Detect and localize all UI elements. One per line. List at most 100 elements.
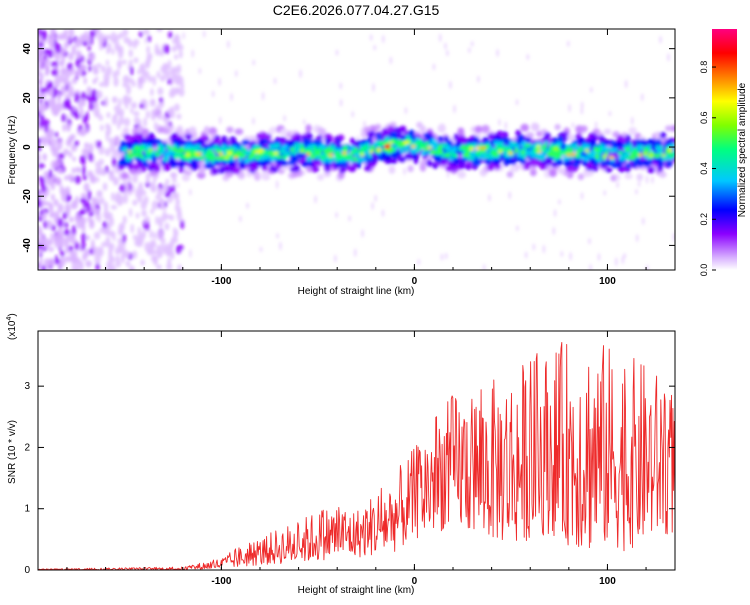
heatmap-cell (79, 197, 86, 204)
heatmap-cell (388, 165, 396, 174)
heatmap-cell (403, 141, 408, 145)
heatmap-cell (424, 147, 429, 152)
heatmap-cell (79, 260, 84, 270)
spectrogram-y-ticks: -40 -20 0 20 40 (22, 43, 675, 253)
heatmap-cell (67, 63, 72, 71)
heatmap-cell (654, 153, 660, 159)
heatmap-cell (610, 174, 617, 182)
heatmap-cell (171, 133, 177, 140)
heatmap-cell (148, 148, 154, 152)
heatmap-cell (477, 75, 480, 83)
heatmap-cell (200, 134, 208, 141)
heatmap-cell (111, 264, 116, 270)
heatmap-cell (628, 127, 637, 136)
heatmap-cell (209, 142, 215, 148)
heatmap-cell (445, 252, 448, 260)
heatmap-cell (43, 137, 48, 144)
heatmap-cell (383, 139, 390, 145)
heatmap-cell (95, 262, 100, 270)
heatmap-cell (98, 81, 105, 88)
heatmap-cell (439, 33, 442, 43)
heatmap-cell (119, 222, 126, 231)
heatmap-cell (446, 145, 452, 151)
heatmap-cell (57, 217, 63, 228)
heatmap-cell (53, 234, 59, 244)
heatmap-cell (99, 124, 104, 132)
heatmap-cell (221, 135, 228, 142)
heatmap-cell (50, 193, 55, 201)
heatmap-cell (170, 68, 173, 76)
heatmap-cell (219, 116, 222, 125)
heatmap-cell (316, 173, 325, 181)
heatmap-cell (81, 98, 86, 107)
heatmap-cell (396, 139, 401, 144)
heatmap-cell (664, 125, 673, 132)
heatmap-cell (659, 35, 662, 44)
y-tick-label: 0 (22, 144, 33, 150)
heatmap-cell (482, 264, 486, 270)
heatmap-cell (399, 125, 407, 134)
heatmap-cell (258, 138, 266, 146)
heatmap-cell (324, 152, 330, 157)
heatmap-cell (51, 97, 56, 108)
heatmap-cell (93, 231, 101, 240)
heatmap-cell (230, 151, 237, 157)
heatmap-cell (515, 99, 519, 106)
heatmap-cell (399, 142, 404, 148)
heatmap-cell (562, 156, 570, 161)
spectrogram-y-label: Frequency (Hz) (7, 116, 18, 185)
heatmap-cell (276, 233, 279, 239)
heatmap-cell (127, 40, 134, 48)
heatmap-cell (39, 114, 45, 122)
heatmap-cell (128, 207, 133, 217)
heatmap-cell (658, 171, 667, 178)
heatmap-cell (43, 238, 51, 249)
heatmap-cell (64, 69, 71, 80)
heatmap-cell (276, 155, 282, 160)
heatmap-cell (197, 139, 203, 146)
heatmap-cell (501, 147, 507, 151)
heatmap-cell (268, 143, 275, 150)
heatmap-cell (527, 142, 532, 149)
heatmap-cell (259, 156, 264, 162)
x-tick-label: 0 (412, 276, 418, 287)
heatmap-cell (72, 156, 76, 162)
heatmap-cell (291, 150, 297, 156)
heatmap-cell (157, 249, 160, 256)
heatmap-cell (74, 70, 80, 78)
heatmap-cell (135, 212, 140, 219)
heatmap-cell (219, 155, 226, 161)
heatmap-cell (152, 255, 156, 264)
heatmap-cell (226, 126, 234, 134)
heatmap-cell (146, 62, 150, 69)
heatmap-cell (156, 147, 163, 152)
heatmap-cell (149, 229, 154, 239)
heatmap-cell (144, 70, 150, 80)
y-tick-label: -20 (22, 189, 33, 204)
heatmap-cell (546, 160, 552, 166)
heatmap-cell (137, 226, 142, 237)
heatmap-cell (643, 152, 649, 156)
heatmap-cell (81, 165, 86, 176)
heatmap-cell (624, 173, 633, 180)
heatmap-cell (57, 203, 64, 214)
heatmap-cell (59, 256, 66, 267)
heatmap-cell (118, 32, 124, 39)
heatmap-cell (44, 70, 49, 77)
heatmap-cell (417, 258, 421, 266)
heatmap-cell (234, 128, 244, 135)
heatmap-cell (103, 201, 109, 212)
heatmap-cell (577, 173, 585, 181)
heatmap-cell (120, 140, 126, 148)
heatmap-cell (116, 151, 122, 160)
heatmap-cell (638, 153, 643, 157)
heatmap-cell (82, 174, 88, 181)
heatmap-cell (74, 92, 80, 103)
heatmap-cell (128, 59, 133, 65)
heatmap-cell (178, 49, 183, 59)
heatmap-cell (96, 140, 102, 149)
heatmap-cell (566, 153, 571, 157)
heatmap-cell (282, 150, 289, 156)
heatmap-peak-cell (384, 144, 391, 150)
heatmap-cell (78, 129, 85, 136)
